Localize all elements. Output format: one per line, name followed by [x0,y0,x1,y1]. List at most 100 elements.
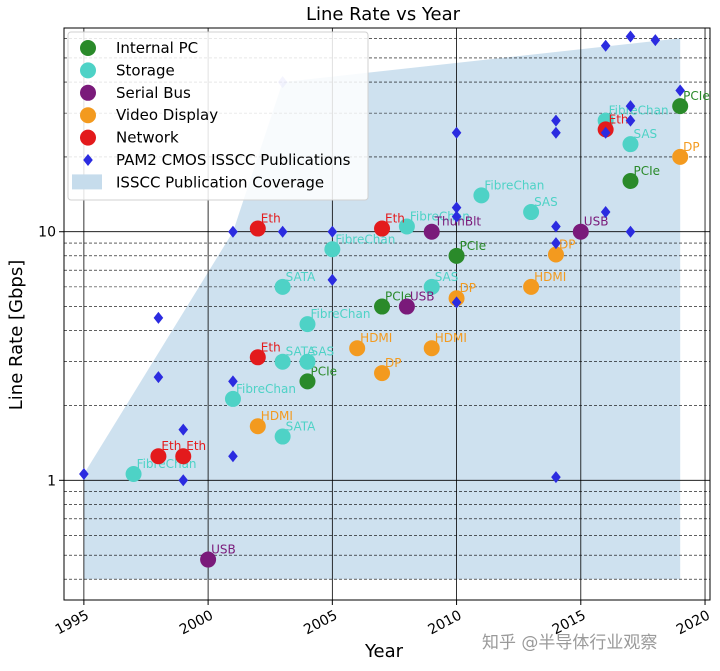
series-serial-bus: USB USB ThunBlt USB [200,215,608,568]
data-point [125,466,142,483]
data-point [299,316,316,333]
legend-marker [80,40,96,56]
data-point-diamond [451,126,462,139]
point-label: SATA [286,420,317,434]
point-label: Eth [261,340,281,354]
data-point [622,172,639,189]
point-label: Eth [261,212,281,226]
legend-label: ISSCC Publication Coverage [116,173,324,191]
data-point-diamond [327,225,338,238]
data-point-diamond [675,84,685,97]
data-point [423,278,440,295]
y-axis: 1 10 [38,225,64,489]
data-point [374,298,391,315]
legend-label: Storage [116,61,175,79]
data-point-diamond [451,210,462,223]
data-point-diamond [153,311,164,324]
series-video-display: HDMI HDMI DP HDMI DP HDMI DP DP [249,140,700,435]
data-point [374,365,391,382]
data-point [249,418,266,435]
data-point [374,220,391,237]
data-point-diamond [178,474,189,487]
point-label: HDMI [435,331,467,345]
series-pam2-cmos-isscc-publications [79,30,685,487]
data-point [672,98,689,115]
point-label: ThunBlt [434,215,482,229]
legend-marker [80,107,96,124]
data-point [672,148,689,165]
data-point-diamond [551,114,561,127]
point-label: DP [385,356,401,370]
data-point-diamond [625,100,636,113]
data-point [150,448,167,465]
data-point [274,278,291,295]
data-point-diamond [551,126,561,139]
data-point [398,218,415,235]
data-point-diamond [451,201,462,214]
data-point [175,448,192,465]
data-point-diamond [228,375,238,388]
point-label: SAS [435,270,459,284]
point-label: FibreChan [484,178,544,192]
legend-label: PAM2 CMOS ISSCC Publications [116,151,351,169]
data-point-diamond [79,468,89,481]
data-point [224,390,241,407]
point-label: Eth [609,112,629,126]
point-label: USB [584,215,609,229]
data-point [523,204,540,221]
data-point-diamond [625,114,636,127]
point-label: HDMI [360,331,392,345]
data-point [473,187,490,204]
point-label: PCIe [683,89,710,103]
data-point [249,220,266,237]
data-point [423,340,440,357]
point-label: FibreChan [609,104,669,118]
point-label: Eth [385,212,405,226]
data-point [349,340,366,357]
data-point [448,247,465,264]
watermark: 知乎 @半导体行业观察 [482,633,657,653]
y-tick-label: 1 [47,473,56,489]
point-label: SAS [310,345,334,359]
point-label: DP [683,140,699,154]
legend-label: Internal PC [116,39,198,57]
data-point-diamond [178,423,189,436]
x-tick-label: 2020 [674,607,713,638]
data-point [622,136,639,153]
x-axis-label: Year [364,641,404,662]
data-point-diamond [228,450,238,463]
data-point-diamond [451,296,462,309]
point-label: DP [559,237,575,251]
y-axis-label: Line Rate [Gbps] [6,260,27,410]
point-label: FibreChan [236,382,296,396]
data-point [249,349,266,366]
point-label: SATA [286,270,317,284]
data-point [547,246,564,263]
data-point [274,353,291,370]
x-tick-label: 2005 [301,607,340,638]
data-point [423,223,440,240]
legend: Internal PC Storage Serial Bus Video Displa… [67,31,369,201]
plot-frame [63,27,711,601]
legend-marker [80,129,96,146]
data-point-diamond [277,225,288,238]
data-point-diamond [650,34,661,47]
plot-area: PCIePCIePCIePCIePCIeFibreChanFibreChanSA… [63,27,711,601]
data-point-diamond [327,273,338,286]
point-label: SAS [534,195,558,209]
point-label: PCIe [633,164,660,178]
point-label: Eth [161,439,181,453]
data-point [299,353,316,370]
legend-box [67,31,369,201]
legend-marker-diamond [83,154,93,166]
legend-marker [80,84,96,101]
data-point-diamond [600,126,611,139]
data-point-diamond [228,225,238,238]
data-point [572,223,589,240]
x-tick-label: 1995 [53,607,92,638]
point-label: PCIe [310,364,337,378]
data-point-diamond [600,39,611,52]
point-label: Eth [186,439,206,453]
